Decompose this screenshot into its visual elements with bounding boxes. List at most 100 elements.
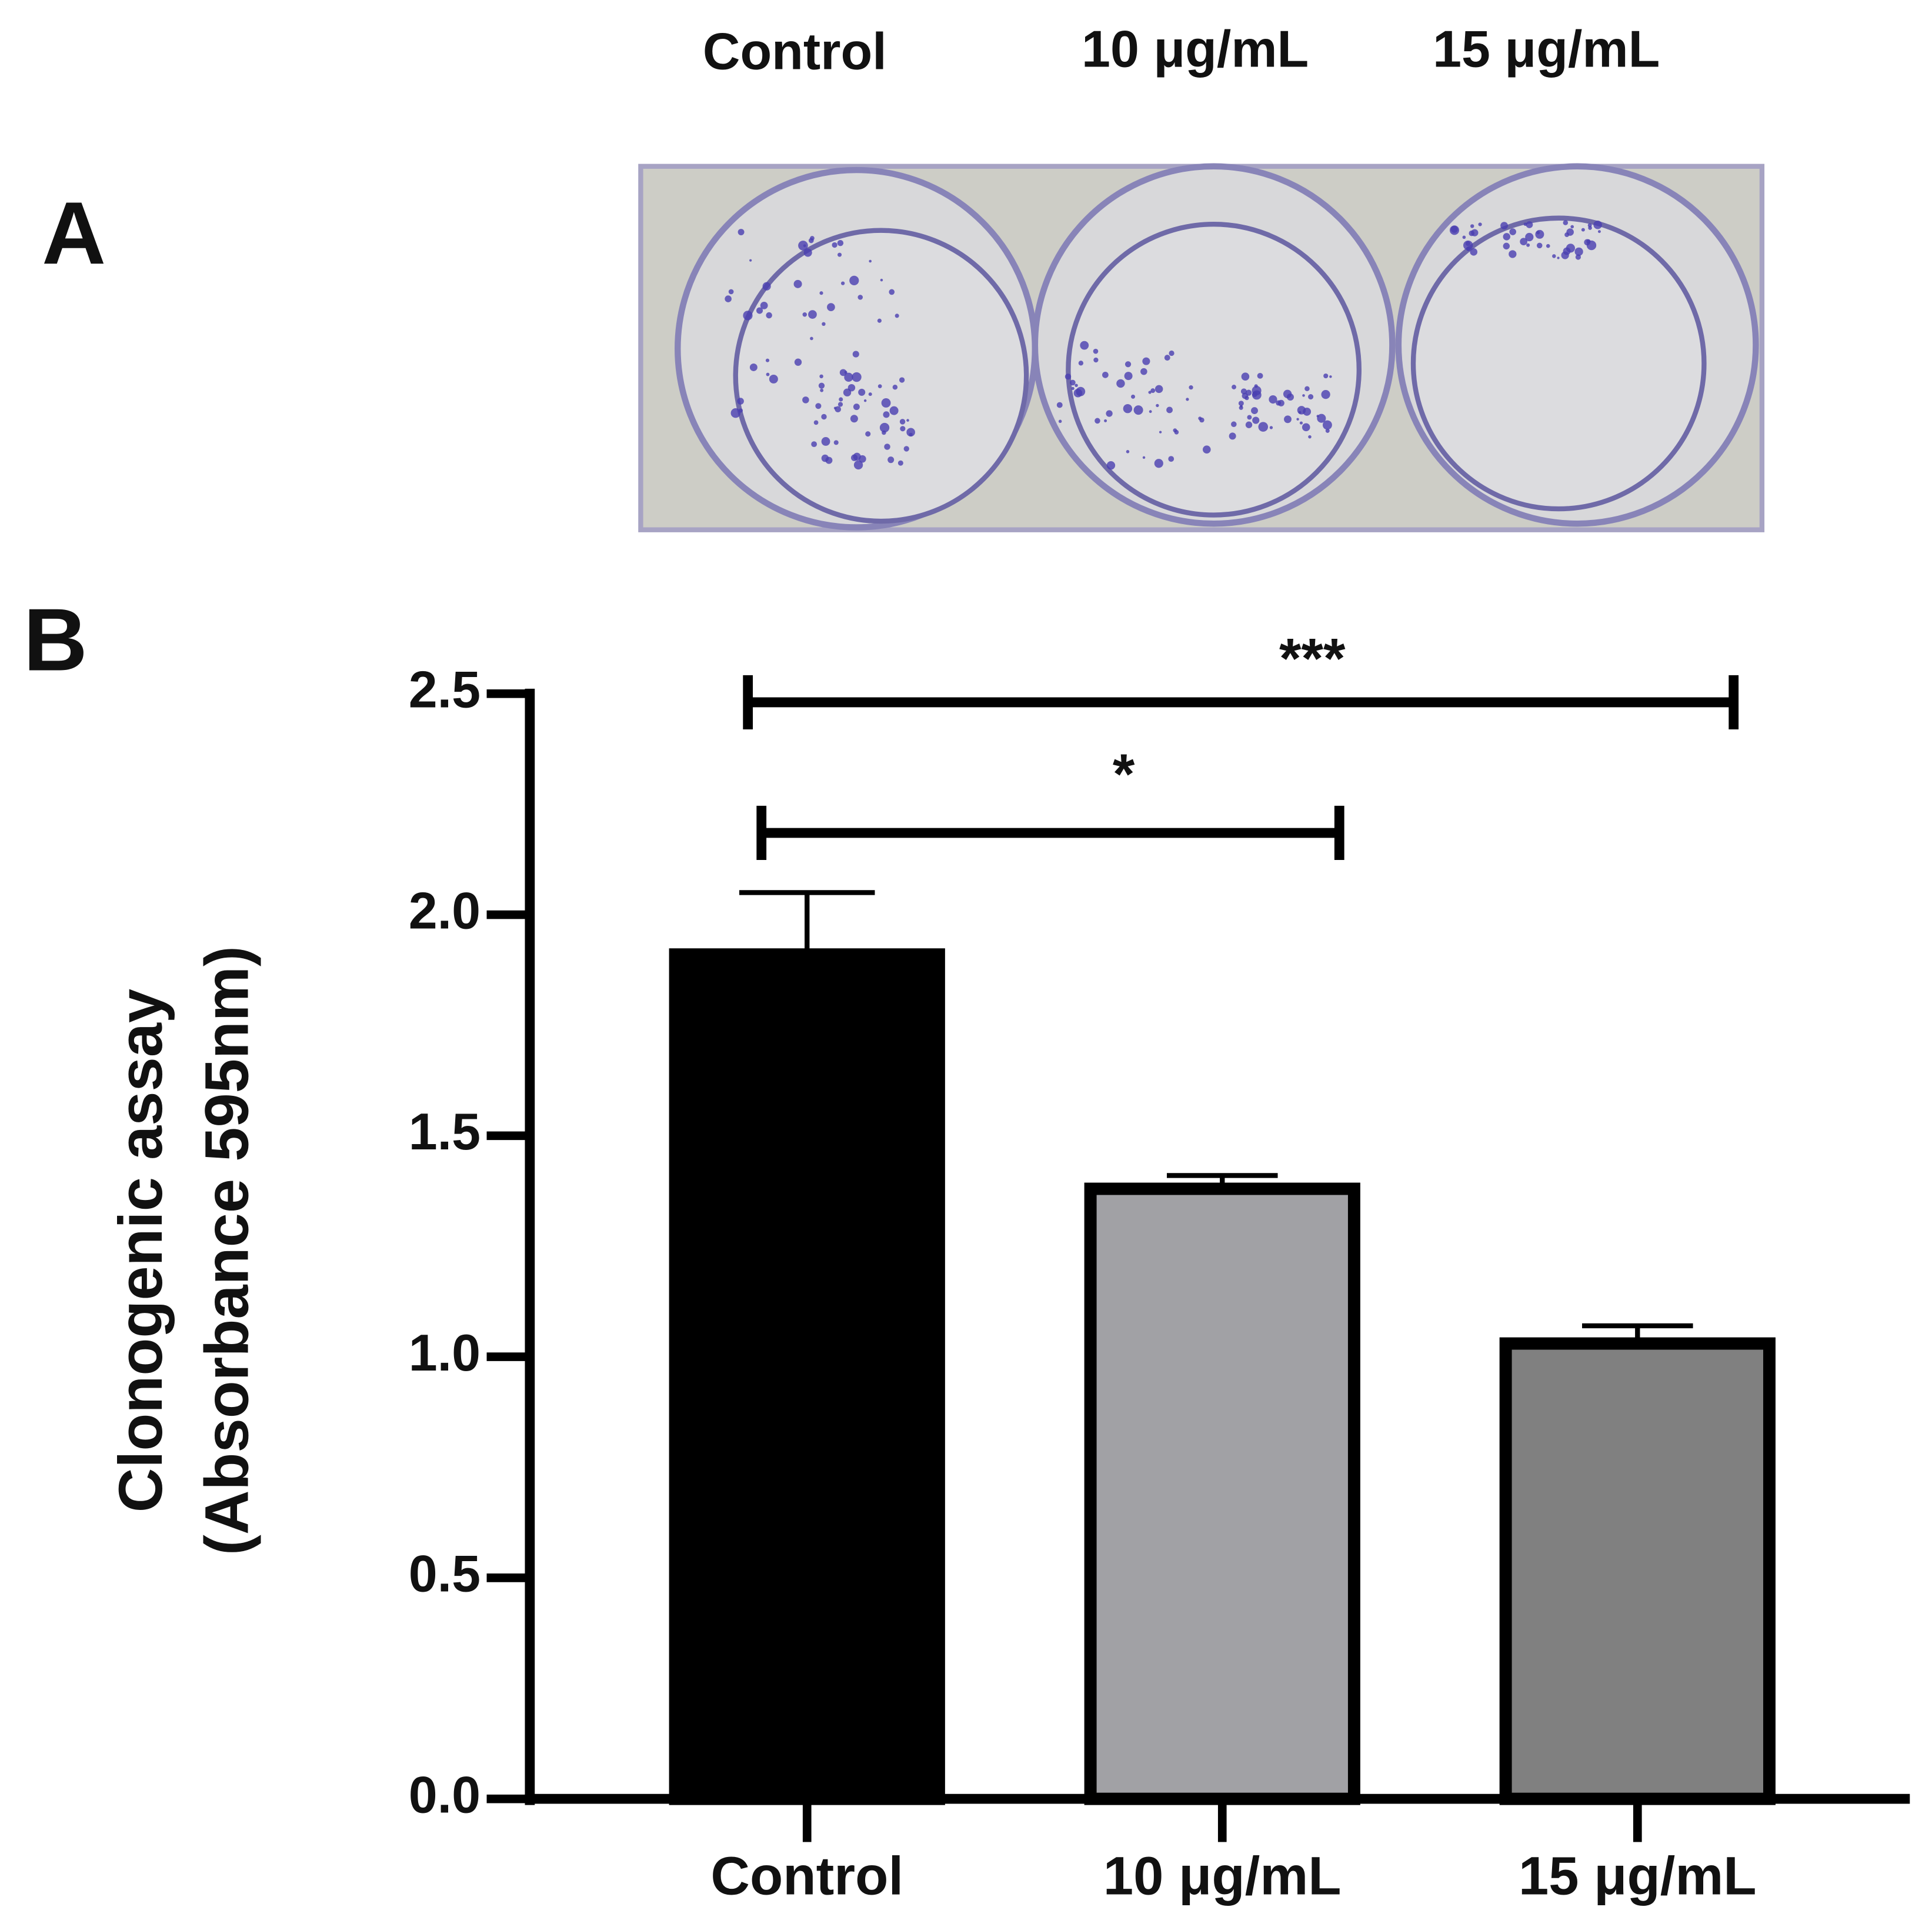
colony [881,398,891,408]
colony [832,242,837,248]
colony [1076,386,1086,396]
colony [1298,411,1302,414]
colony [1317,414,1326,423]
colony [1231,421,1237,427]
colony [743,311,753,321]
colony [1154,385,1163,394]
colony [887,456,895,464]
colony [1252,390,1262,400]
colony [819,291,823,295]
colony [853,404,860,411]
colony [1124,372,1133,381]
colony [1308,394,1314,400]
colony [1173,428,1177,433]
colony [1189,385,1193,390]
colony [879,422,890,433]
colony [868,392,872,396]
colony [837,252,842,257]
colony [1251,407,1258,415]
colony [1449,225,1460,235]
colony [839,369,847,376]
colony [819,374,823,379]
colony [1257,372,1263,379]
plate-photo [638,163,1765,532]
colony [1563,247,1571,255]
colony [895,314,899,318]
colony [1102,371,1109,378]
significance-label: *** [1279,627,1346,690]
colony [1546,244,1550,248]
colony [1523,222,1527,226]
colony [1552,254,1556,258]
bar [669,948,945,1805]
colony [1106,410,1113,417]
colony [1470,248,1478,256]
y-tick-label: 0.0 [409,1765,481,1823]
colony [839,397,843,402]
colony [725,295,732,302]
colony [1245,389,1252,396]
colony [892,385,898,390]
colony [1269,426,1273,429]
colony [1241,372,1250,381]
colony [849,275,859,285]
colony [766,312,772,319]
colony [1164,355,1170,361]
colony [766,372,770,376]
colony [1106,461,1116,470]
colony [903,446,909,452]
colony [897,460,903,466]
colony [1563,220,1569,225]
colony [1525,232,1534,242]
colony [1471,229,1479,236]
colony [821,414,827,420]
y-tick-label: 2.0 [409,881,481,939]
colony [1126,450,1130,454]
colony [762,282,771,291]
colony [1154,459,1163,468]
colony [1509,228,1517,235]
x-tick-label: Control [710,1846,903,1906]
colony [1244,395,1249,401]
colony [863,399,867,402]
colony [1150,388,1156,394]
colony [825,456,833,464]
colony [877,318,882,323]
colony [1093,357,1099,363]
colony [1478,222,1482,226]
colony [900,426,906,432]
colony [1536,242,1543,249]
colony [1093,348,1099,354]
colony [1070,379,1076,386]
colony [749,363,758,371]
colony [843,388,852,396]
colony [1323,373,1329,379]
colony [1325,428,1330,433]
column-label: 15 μg/mL [1433,19,1660,78]
colony [1463,240,1473,251]
bar [1499,1337,1776,1805]
colony [1296,418,1299,421]
colony [1232,385,1237,389]
colony [1078,361,1084,366]
colony [1526,221,1533,228]
colony [1570,225,1574,229]
colony [1597,230,1601,234]
colony [1593,220,1602,229]
colony [869,259,872,263]
colony [794,358,802,366]
y-tick-label: 2.5 [409,661,481,719]
colony [1520,238,1527,246]
colony [810,336,813,341]
colony [1104,419,1107,422]
colony [1254,384,1258,388]
colony [1142,357,1150,365]
colony [837,402,843,407]
colony [827,303,835,312]
x-tick-label: 15 μg/mL [1519,1846,1757,1906]
colony [1075,384,1078,387]
colony [1080,341,1089,350]
colony [1245,421,1253,428]
colony [1299,421,1303,425]
